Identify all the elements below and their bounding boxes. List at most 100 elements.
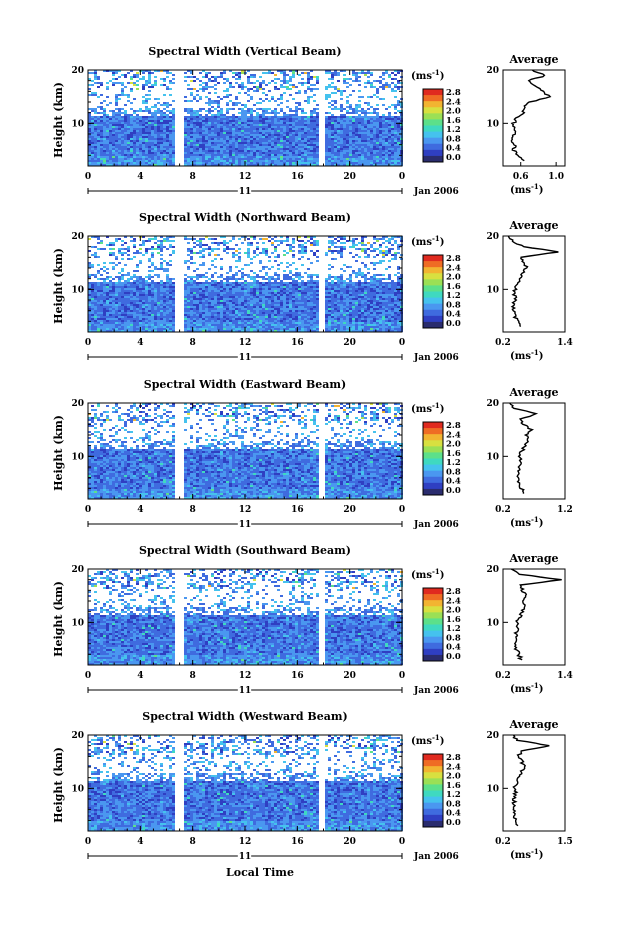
heatmap-cell — [217, 118, 220, 120]
heatmap-cell — [235, 134, 238, 136]
heatmap-cell — [169, 294, 172, 296]
heatmap-cell — [91, 326, 94, 328]
heatmap-cell — [250, 156, 253, 158]
heatmap-cell — [91, 312, 94, 314]
heatmap-cell — [97, 86, 100, 88]
heatmap-cell — [301, 134, 304, 136]
heatmap-cell — [358, 104, 361, 106]
heatmap-cell — [394, 128, 397, 130]
heatmap-cell — [304, 126, 307, 128]
heatmap-cell — [397, 150, 400, 152]
heatmap-cell — [265, 132, 268, 134]
heatmap-cell — [382, 72, 385, 74]
heatmap-cell — [88, 88, 91, 90]
heatmap-cell — [325, 128, 328, 130]
heatmap-cell — [145, 100, 148, 102]
heatmap-cell — [373, 118, 376, 120]
heatmap-cell — [334, 126, 337, 128]
heatmap-cell — [94, 150, 97, 152]
heatmap-cell — [283, 160, 286, 162]
heatmap-cell — [334, 118, 337, 120]
heatmap-cell — [370, 72, 373, 74]
heatmap-cell — [277, 142, 280, 144]
heatmap-cell — [127, 328, 130, 330]
heatmap-cell — [337, 144, 340, 146]
heatmap-cell — [376, 130, 379, 132]
heatmap-cell — [172, 164, 175, 166]
heatmap-cell — [139, 116, 142, 118]
heatmap-cell — [292, 158, 295, 160]
heatmap-cell — [136, 288, 139, 290]
heatmap-cell — [100, 284, 103, 286]
heatmap-cell — [139, 108, 142, 110]
heatmap-cell — [196, 136, 199, 138]
heatmap-cell — [226, 160, 229, 162]
heatmap-cell — [316, 144, 319, 146]
heatmap-cell — [169, 112, 172, 114]
heatmap-cell — [271, 156, 274, 158]
heatmap-cell — [346, 146, 349, 148]
heatmap-cell — [157, 148, 160, 150]
heatmap-cell — [145, 142, 148, 144]
heatmap-cell — [217, 100, 220, 102]
heatmap-cell — [325, 86, 328, 88]
heatmap-cell — [88, 120, 91, 122]
heatmap-cell — [172, 304, 175, 306]
heatmap-cell — [139, 284, 142, 286]
heatmap-cell — [100, 274, 103, 276]
heatmap-cell — [361, 110, 364, 112]
heatmap-cell — [151, 256, 154, 258]
heatmap-cell — [163, 120, 166, 122]
heatmap-cell — [304, 162, 307, 164]
heatmap-cell — [133, 308, 136, 310]
heatmap-cell — [226, 296, 229, 298]
heatmap-cell — [295, 86, 298, 88]
heatmap-cell — [166, 298, 169, 300]
heatmap-cell — [214, 80, 217, 82]
heatmap-cell — [217, 134, 220, 136]
heatmap-cell — [328, 106, 331, 108]
heatmap-cell — [265, 134, 268, 136]
heatmap-cell — [235, 280, 238, 282]
heatmap-cell — [145, 106, 148, 108]
heatmap-cell — [193, 282, 196, 284]
heatmap-cell — [166, 314, 169, 316]
heatmap-cell — [286, 140, 289, 142]
heatmap-cell — [130, 276, 133, 278]
heatmap-cell — [115, 294, 118, 296]
heatmap-cell — [193, 312, 196, 314]
heatmap-cell — [364, 124, 367, 126]
heatmap-cell — [391, 148, 394, 150]
heatmap-cell — [310, 160, 313, 162]
heatmap-cell — [370, 84, 373, 86]
heatmap-cell — [142, 284, 145, 286]
heatmap-cell — [109, 154, 112, 156]
heatmap-cell — [280, 138, 283, 140]
heatmap-cell — [124, 304, 127, 306]
heatmap-cell — [343, 142, 346, 144]
heatmap-cell — [355, 106, 358, 108]
heatmap-cell — [112, 160, 115, 162]
heatmap-cell — [190, 142, 193, 144]
heatmap-cell — [163, 290, 166, 292]
heatmap-cell — [184, 316, 187, 318]
heatmap-cell — [163, 78, 166, 80]
heatmap-cell — [202, 250, 205, 252]
heatmap-cell — [202, 282, 205, 284]
heatmap-cell — [211, 324, 214, 326]
heatmap-cell — [100, 328, 103, 330]
heatmap-cell — [364, 82, 367, 84]
heatmap-cell — [232, 116, 235, 118]
heatmap-cell — [151, 246, 154, 248]
heatmap-cell — [112, 322, 115, 324]
heatmap-cell — [109, 70, 112, 72]
heatmap-cell — [397, 136, 400, 138]
heatmap-cell — [376, 142, 379, 144]
heatmap-cell — [151, 160, 154, 162]
heatmap-cell — [145, 330, 148, 332]
heatmap-cell — [214, 238, 217, 240]
heatmap-cell — [109, 320, 112, 322]
heatmap-cell — [313, 108, 316, 110]
heatmap-cell — [325, 70, 328, 72]
heatmap-cell — [157, 132, 160, 134]
